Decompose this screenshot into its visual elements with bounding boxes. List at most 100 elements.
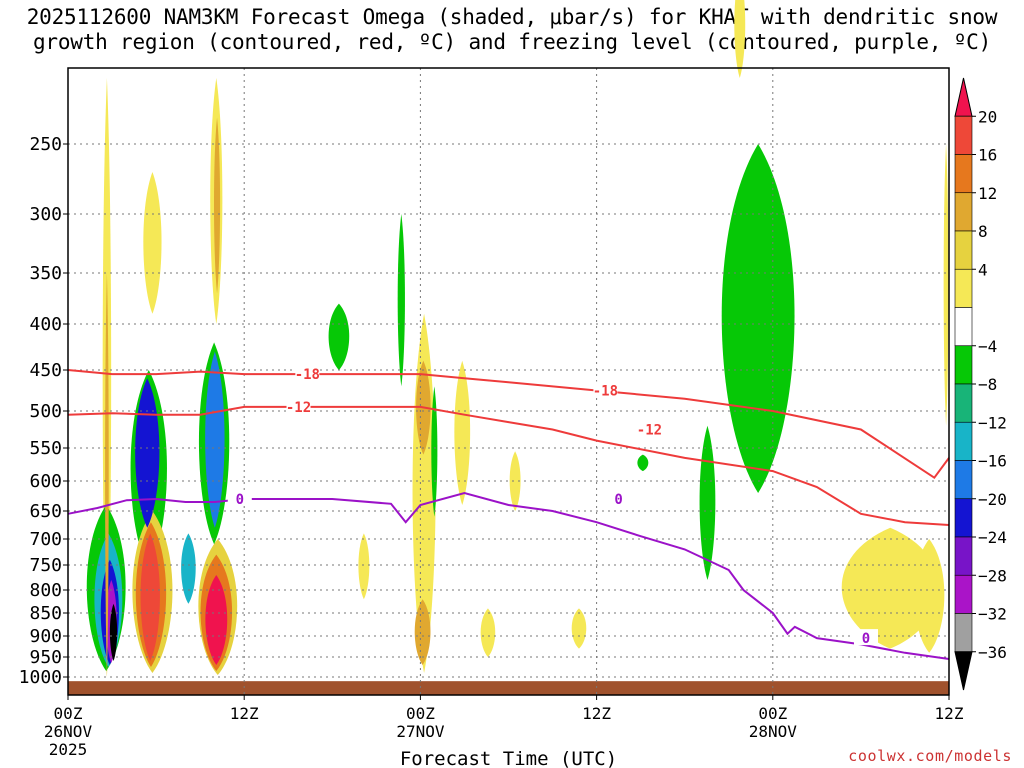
x-tick-label: 2025 (49, 740, 88, 759)
omega-shading (86, 0, 949, 677)
y-tick-label: 450 (29, 360, 62, 381)
omega-region (205, 351, 225, 528)
y-tick-label: 250 (29, 134, 62, 155)
x-tick-label: 12Z (935, 704, 964, 723)
colorbar-label: −28 (978, 566, 1007, 585)
y-tick-label: 1000 (19, 667, 62, 688)
y-tick-label: 900 (29, 626, 62, 647)
colorbar-label: −4 (978, 337, 997, 356)
y-tick-label: 950 (29, 647, 62, 668)
omega-region (571, 608, 587, 649)
terrain-surface (68, 681, 949, 695)
contour-label: -12 (637, 423, 662, 439)
contour-label-bg (295, 365, 320, 382)
omega-region (214, 117, 221, 294)
omega-region (699, 425, 716, 580)
y-tick-label: 700 (29, 529, 62, 550)
y-tick-label: 650 (29, 501, 62, 522)
contour-label: 0 (862, 631, 870, 647)
x-tick-label: 12Z (582, 704, 611, 723)
colorbar-swatch (954, 613, 973, 653)
contour-lines (67, 369, 950, 660)
contour-label: -18 (593, 384, 618, 400)
y-axis-title: Pressure (hPa) (1, 391, 3, 400)
colorbar-swatch (954, 307, 973, 347)
y-tick-label: 300 (29, 204, 62, 225)
y-tick-label: 750 (29, 555, 62, 576)
colorbar-label: 12 (978, 184, 997, 203)
colorbar-swatch (954, 77, 973, 117)
omega-region (841, 527, 939, 649)
colorbar-label: 16 (978, 146, 997, 165)
colorbar-label: −32 (978, 605, 1007, 624)
contour-label-bg (853, 629, 878, 646)
x-tick-label: 00Z (406, 704, 435, 723)
colorbar-swatch (954, 536, 973, 576)
contour-line (67, 369, 950, 480)
x-tick-label: 26NOV (44, 722, 93, 741)
contour-label-bg (606, 490, 631, 506)
x-tick-label: 00Z (758, 704, 787, 723)
colorbar-label: −8 (978, 375, 997, 394)
x-tick-label: 00Z (54, 704, 83, 723)
omega-region (431, 386, 438, 517)
plot-frame (67, 67, 950, 696)
colorbar-swatch (954, 345, 973, 385)
colorbar-swatch (954, 651, 973, 691)
omega-region (454, 360, 471, 505)
y-tick-label: 550 (29, 438, 62, 459)
colorbar-swatch (954, 230, 973, 270)
chart-title-line2: growth region (contoured, red, ºC) and f… (32, 30, 992, 54)
x-axis-title: Forecast Time (UTC) (400, 748, 617, 768)
omega-region (205, 575, 228, 665)
contour-label-bg (286, 397, 311, 414)
y-tick-label: 850 (29, 603, 62, 624)
contour-line (67, 405, 950, 526)
y-tick-label: 350 (29, 263, 62, 284)
omega-region (109, 603, 118, 661)
omega-region (358, 533, 370, 600)
omega-region (397, 214, 405, 387)
chart-title-line1: 2025112600 NAM3KM Forecast Omega (shaded… (26, 5, 998, 29)
y-tick-label: 800 (29, 580, 62, 601)
contour-label: 0 (236, 492, 244, 508)
contour-label: -12 (286, 400, 311, 416)
colorbar-label: −24 (978, 528, 1007, 547)
y-tick-label: 500 (29, 401, 62, 422)
omega-region (734, 0, 746, 78)
credit-text: coolwx.com/models (848, 747, 1012, 765)
contour-label: -18 (295, 367, 320, 383)
omega-region (328, 303, 350, 370)
colorbar-swatch (954, 268, 973, 308)
y-tick-label: 400 (29, 314, 62, 335)
colorbar-swatch (954, 498, 973, 538)
colorbar-swatch (954, 460, 973, 500)
colorbar-swatch (954, 115, 973, 155)
x-tick-label: 28NOV (749, 722, 798, 741)
colorbar-swatch (954, 383, 973, 423)
omega-region (509, 451, 521, 511)
omega-region (143, 172, 162, 314)
omega-region (181, 533, 196, 604)
contour-label: 0 (614, 492, 622, 508)
colorbar-label: 4 (978, 260, 988, 279)
colorbar-label: 8 (978, 222, 988, 241)
omega-region (637, 454, 649, 472)
colorbar-swatch (954, 574, 973, 614)
x-tick-label: 12Z (230, 704, 259, 723)
contour-line (67, 491, 950, 660)
colorbar-label: −20 (978, 490, 1007, 509)
y-tick-label: 600 (29, 471, 62, 492)
omega-region (480, 608, 496, 657)
colorbar-label: −12 (978, 413, 1007, 432)
colorbar-label: −16 (978, 452, 1007, 471)
colorbar-swatch (954, 154, 973, 194)
contour-label-bg (227, 490, 252, 506)
colorbar-label: 20 (978, 107, 997, 126)
colorbar-swatch (954, 421, 973, 461)
omega-region (140, 533, 160, 661)
contour-label-bg (593, 381, 618, 398)
x-tick-label: 27NOV (396, 722, 445, 741)
colorbar-swatch (954, 192, 973, 232)
